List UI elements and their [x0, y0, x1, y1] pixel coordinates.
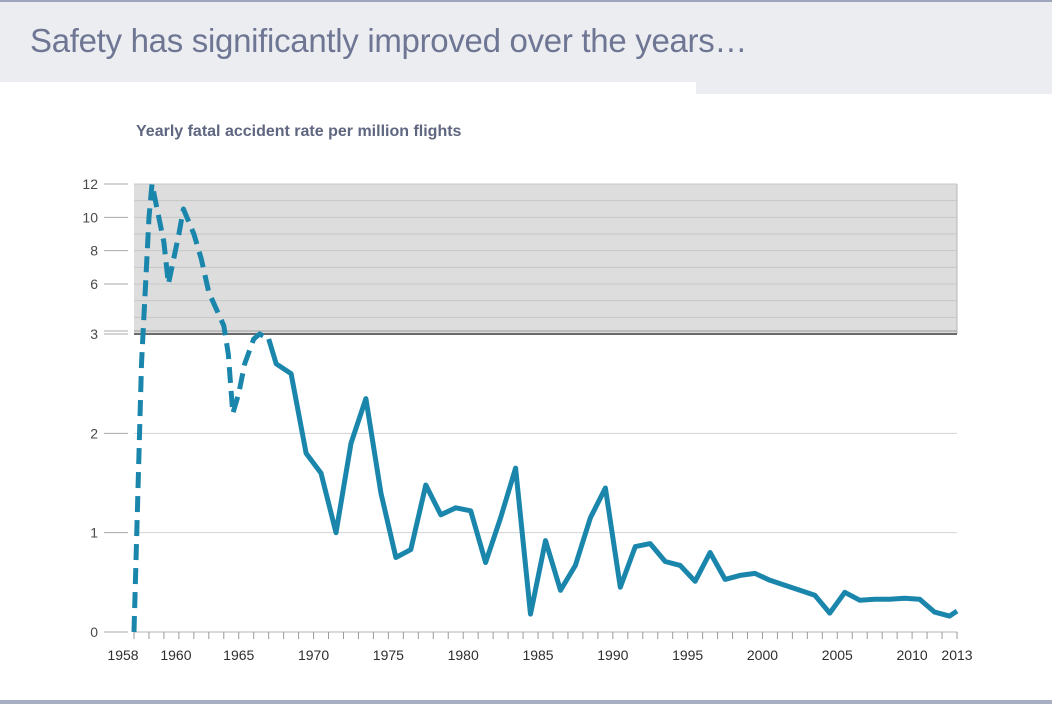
x-tick-label: 1965: [223, 647, 254, 663]
x-tick-label: 1995: [672, 647, 703, 663]
x-tick-label: 1985: [522, 647, 553, 663]
gridlines: [134, 183, 958, 633]
x-tick-label: 2000: [747, 647, 778, 663]
y-tick-label: 0: [90, 624, 98, 640]
header-band: [0, 2, 1052, 82]
x-tick-label: 1990: [597, 647, 628, 663]
dashed-series-line: [131, 181, 270, 633]
y-tick-label: 8: [90, 243, 98, 259]
series-group: [131, 181, 959, 633]
x-tick-label: 1960: [160, 647, 191, 663]
shaded-range-band: [134, 184, 957, 334]
x-tick-label: 1975: [373, 647, 404, 663]
y-tick-label: 1: [90, 525, 98, 541]
x-axis: 1958 1960 1965 1970 1975 1980 1985 1990 1995 2000…: [107, 632, 973, 663]
y-tick-label: 10: [82, 209, 98, 225]
x-tick-label: 2013: [941, 647, 972, 663]
x-tick-label: 1980: [448, 647, 479, 663]
x-tick-label: 2005: [822, 647, 853, 663]
bottom-rule: [0, 700, 1052, 704]
chart-title: Yearly fatal accident rate per million f…: [136, 123, 462, 140]
x-tick-label: 1958: [107, 647, 138, 663]
x-tick-label: 2010: [897, 647, 928, 663]
slide-title: Safety has significantly improved over t…: [30, 22, 748, 59]
y-tick-label: 12: [82, 176, 98, 192]
y-tick-label: 6: [90, 276, 98, 292]
y-tick-label: 3: [90, 326, 98, 342]
y-tick-label: 2: [90, 425, 98, 441]
x-tick-label: 1970: [298, 647, 329, 663]
solid-series-line: [266, 338, 959, 619]
header-band-tail: [696, 82, 1052, 94]
top-rule: [0, 0, 1052, 2]
